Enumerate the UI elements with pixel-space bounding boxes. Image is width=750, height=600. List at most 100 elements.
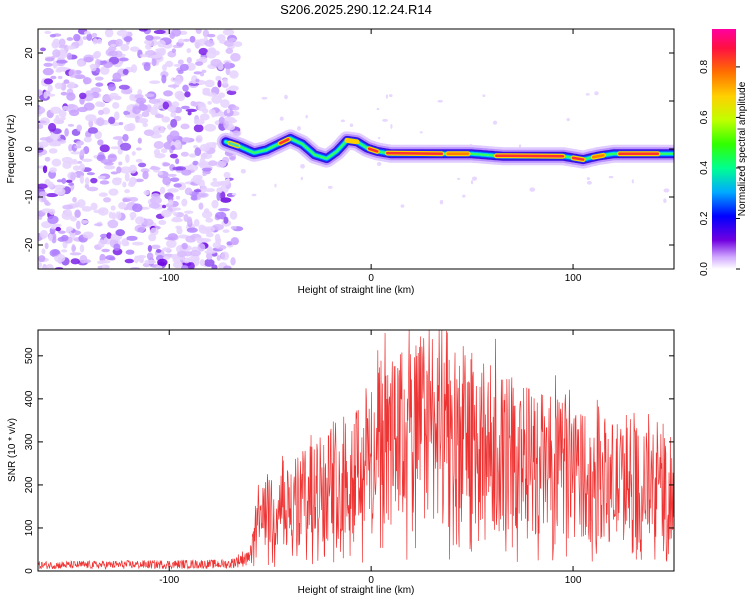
noise-blob: [116, 29, 129, 37]
noise-blob: [44, 57, 55, 62]
noise-blob: [193, 257, 200, 267]
noise-blob: [222, 229, 230, 233]
noise-blob: [47, 215, 59, 225]
noise-blob: [79, 163, 86, 172]
noise-blob: [113, 111, 120, 121]
noise-blob: [186, 48, 192, 54]
noise-blob: [175, 158, 180, 165]
noise-blob: [105, 48, 116, 57]
noise-blob: [96, 38, 103, 45]
noise-blob: [120, 43, 130, 52]
noise-blob: [189, 250, 201, 257]
noise-blob: [108, 211, 114, 219]
noise-blob: [38, 183, 48, 189]
noise-blob: [55, 69, 63, 73]
noise-blob: [90, 87, 102, 94]
noise-blob: [230, 226, 237, 230]
noise-blob: [120, 166, 132, 174]
noise-blob: [162, 64, 167, 72]
noise-blob: [193, 124, 204, 133]
noise-blob: [122, 198, 131, 203]
noise-speck: [608, 175, 614, 179]
noise-blob: [62, 105, 69, 111]
y-tick-label: 500: [24, 347, 35, 364]
noise-blob: [174, 76, 182, 86]
noise-blob: [129, 211, 137, 219]
noise-blob: [39, 117, 50, 126]
noise-blob: [220, 99, 230, 108]
noise-blob: [93, 223, 103, 227]
noise-blob: [190, 195, 198, 201]
noise-blob: [44, 202, 51, 206]
noise-blob: [50, 75, 57, 80]
noise-blob: [113, 50, 123, 58]
noise-blob: [176, 227, 183, 235]
noise-blob: [78, 92, 87, 100]
x-tick-label: -100: [159, 273, 179, 284]
noise-blob: [48, 233, 53, 242]
noise-blob: [134, 178, 144, 183]
noise-blob: [124, 258, 134, 264]
noise-blob: [42, 67, 54, 76]
noise-blob: [199, 113, 210, 121]
colorbar-tick-label: 0.8: [699, 60, 710, 74]
noise-blob: [122, 68, 129, 76]
noise-speck: [518, 144, 522, 148]
noise-blob: [70, 258, 80, 265]
noise-blob: [142, 218, 154, 226]
noise-blob: [90, 63, 97, 72]
noise-blob: [137, 162, 147, 168]
noise-blob: [66, 92, 76, 101]
noise-blob: [60, 91, 68, 96]
noise-blob: [181, 105, 190, 110]
noise-blob: [170, 118, 178, 128]
noise-blob: [46, 192, 59, 198]
noise-blob: [167, 188, 179, 193]
noise-blob: [107, 153, 118, 163]
noise-blob: [206, 92, 218, 97]
noise-blob: [160, 148, 168, 154]
noise-blob: [104, 29, 114, 38]
noise-blob: [131, 241, 144, 246]
noise-blob: [217, 80, 222, 88]
noise-blob: [103, 161, 114, 166]
colorbar-tick-label: 0.2: [699, 211, 710, 225]
y-tick-label: 400: [24, 390, 35, 407]
noise-blob: [199, 72, 205, 77]
noise-blob: [193, 71, 203, 75]
noise-blob: [95, 101, 104, 107]
noise-blob: [232, 130, 241, 136]
noise-blob: [186, 57, 192, 64]
noise-blob: [197, 192, 209, 198]
figure-title: S206.2025.290.12.24.R14: [280, 2, 432, 17]
noise-blob: [225, 47, 234, 55]
noise-blob: [103, 197, 112, 203]
noise-blob: [91, 32, 98, 38]
noise-blob: [199, 157, 206, 167]
noise-blob: [216, 192, 221, 201]
noise-blob: [169, 153, 178, 159]
noise-blob: [171, 101, 180, 108]
snr-frame: [37, 329, 675, 572]
noise-blob: [135, 97, 147, 105]
noise-blob: [173, 63, 183, 67]
noise-speck: [529, 187, 536, 192]
noise-blob: [205, 217, 214, 223]
noise-blob: [83, 56, 94, 63]
noise-blob: [179, 63, 189, 72]
top-y-axis-label: Frequency (Hz): [6, 115, 17, 184]
noise-speck: [385, 94, 389, 99]
noise-blob: [83, 136, 92, 143]
noise-speck: [388, 94, 393, 98]
noise-blob: [79, 254, 88, 264]
noise-blob: [216, 255, 221, 261]
noise-blob: [193, 219, 200, 227]
noise-blob: [67, 81, 76, 89]
x-tick-label: 100: [565, 273, 582, 284]
noise-blob: [38, 255, 46, 263]
noise-blob: [106, 232, 112, 239]
noise-blob: [44, 30, 52, 35]
ridge-core: [367, 147, 379, 153]
noise-blob: [210, 58, 222, 67]
noise-blob: [92, 38, 98, 45]
